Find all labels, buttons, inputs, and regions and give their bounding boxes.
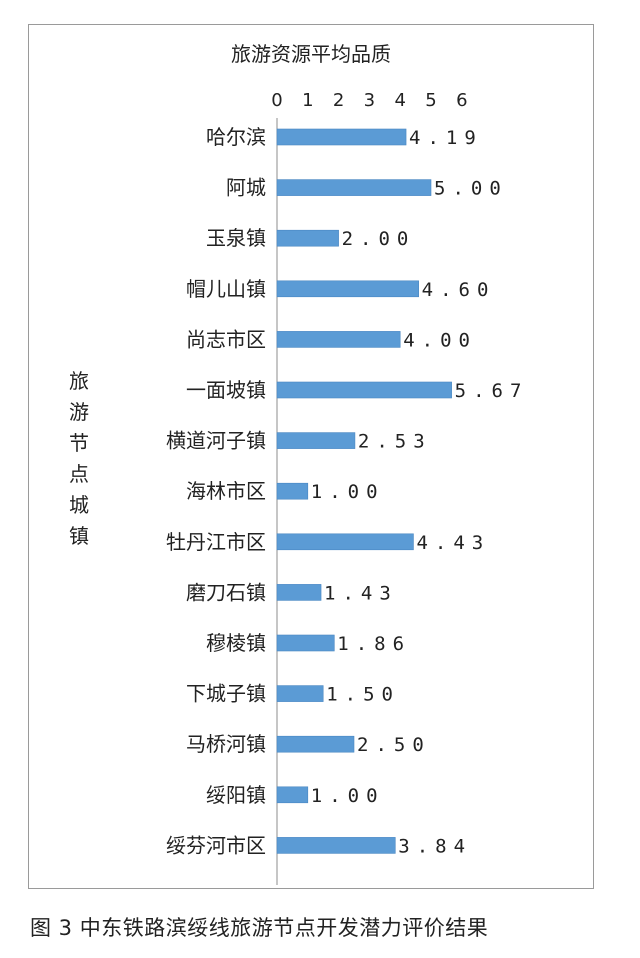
category-label: 尚志市区	[186, 327, 266, 351]
data-label: 4.43	[416, 532, 490, 554]
bar	[276, 229, 339, 247]
bar	[276, 331, 401, 348]
chart-title: 旅游资源平均品质	[231, 42, 391, 66]
bar	[276, 280, 419, 298]
y-axis-label-char: 游	[69, 400, 89, 424]
category-label: 下城子镇	[186, 682, 266, 706]
data-label: 1.50	[326, 684, 400, 706]
category-label: 绥芬河市区	[166, 833, 266, 857]
data-label: 1.86	[337, 633, 411, 655]
category-label: 玉泉镇	[206, 226, 266, 250]
category-label: 磨刀石镇	[186, 580, 266, 604]
bar	[276, 432, 356, 449]
x-tick-label: 6	[456, 90, 467, 111]
category-label: 横道河子镇	[166, 429, 266, 453]
y-axis-label-char: 旅	[69, 369, 89, 393]
category-label: 牡丹江市区	[166, 530, 266, 554]
data-label: 2.50	[357, 734, 431, 756]
category-label: 绥阳镇	[206, 783, 266, 807]
figure-caption: 图 3 中东铁路滨绥线旅游节点开发潜力评价结果	[30, 916, 489, 940]
x-tick-label: 1	[302, 90, 313, 111]
x-tick-label: 3	[364, 90, 375, 111]
bar	[276, 533, 414, 551]
data-label: 2.00	[342, 228, 416, 250]
data-label: 5.00	[434, 178, 508, 200]
data-label: 2.53	[358, 431, 432, 453]
category-label: 一面坡镇	[186, 378, 266, 402]
bar	[276, 179, 432, 196]
x-tick-label: 5	[425, 90, 436, 111]
data-label: 4.00	[403, 329, 477, 351]
category-label: 马桥河镇	[186, 732, 266, 756]
bar	[276, 482, 309, 500]
y-axis-label-char: 点	[69, 462, 89, 486]
category-label: 穆棱镇	[206, 631, 266, 655]
y-axis-label-char: 镇	[69, 524, 89, 548]
y-axis-label-char: 节	[69, 431, 89, 455]
category-label: 海林市区	[186, 479, 266, 503]
data-label: 1.00	[311, 481, 385, 503]
category-label: 帽儿山镇	[186, 277, 266, 301]
y-axis-label: 旅游节点城镇	[64, 366, 94, 552]
x-tick-label: 4	[394, 90, 405, 111]
bar	[276, 128, 407, 146]
bar	[276, 634, 335, 652]
data-label: 4.60	[422, 279, 496, 301]
data-label: 4.19	[409, 127, 483, 149]
bar	[276, 837, 396, 854]
x-tick-label: 0	[271, 90, 282, 111]
bar	[276, 685, 324, 702]
category-label: 阿城	[226, 176, 266, 200]
x-tick-label: 2	[333, 90, 344, 111]
data-label: 5.67	[455, 380, 529, 402]
data-label: 3.84	[398, 835, 472, 857]
bar	[276, 584, 322, 601]
category-label: 哈尔滨	[206, 125, 266, 149]
bar	[276, 786, 309, 804]
data-label: 1.00	[311, 785, 385, 807]
data-label: 1.43	[324, 582, 398, 604]
bar	[276, 735, 355, 753]
y-axis-label-char: 城	[69, 493, 89, 517]
bar	[276, 381, 452, 399]
